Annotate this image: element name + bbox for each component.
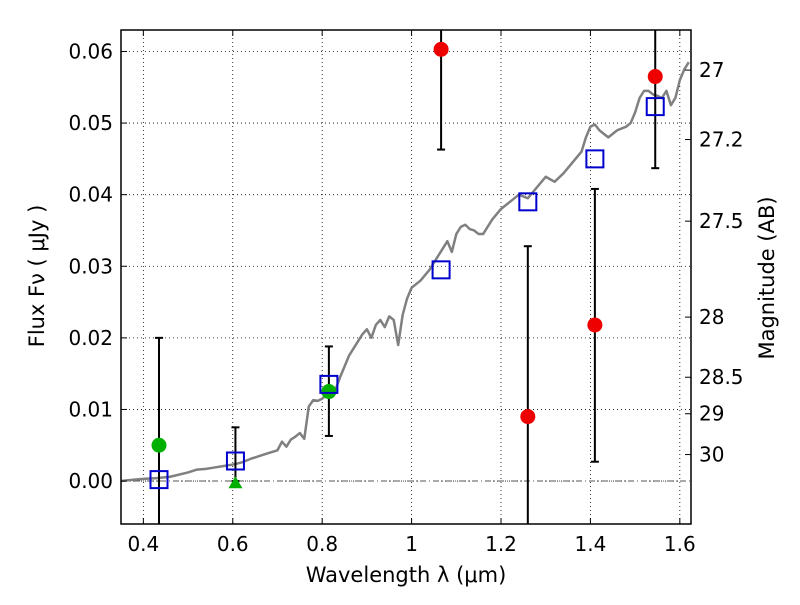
x-tick-label-1: 0.6 <box>217 532 249 556</box>
model-photometry-square-2 <box>319 374 339 394</box>
model-photometry-square-3 <box>431 260 451 280</box>
x-axis-ticks: 0.4 0.6 0.8 1 1.2 1.4 1.6 <box>127 30 696 556</box>
red-point-2 <box>587 317 603 333</box>
x-tick-label-4: 1.2 <box>485 532 517 556</box>
right-axis-title: Magnitude (AB) <box>755 196 779 359</box>
y-axis-ticks: 0.00 0.01 0.02 0.03 0.04 0.05 0.06 <box>68 39 127 493</box>
red-point-3 <box>647 69 663 85</box>
red-point-0 <box>433 41 449 57</box>
y-tick-label-0: 0.00 <box>68 469 113 493</box>
right-tick-label-1: 27.2 <box>699 128 744 152</box>
green-point-0 <box>151 437 167 453</box>
x-axis-title: Wavelength λ (μm) <box>306 563 507 587</box>
model-photometry-square-5 <box>585 149 605 169</box>
y-tick-label-3: 0.03 <box>68 254 113 278</box>
model-photometry-square-4 <box>518 192 538 212</box>
right-axis-ticks: 27 27.2 27.5 28 28.5 29 30 <box>685 58 744 467</box>
y-tick-label-4: 0.04 <box>68 183 113 207</box>
red-point-1 <box>520 409 536 425</box>
green-upper-limit-triangle-0 <box>228 476 243 489</box>
model-photometry-square-6 <box>645 97 665 117</box>
right-tick-label-4: 28.5 <box>699 365 744 389</box>
model-photometry-square-1 <box>225 451 245 471</box>
y-tick-label-2: 0.02 <box>68 326 113 350</box>
y-tick-label-5: 0.05 <box>68 111 113 135</box>
x-tick-label-2: 0.8 <box>306 532 338 556</box>
sed-model-line <box>120 61 690 483</box>
data-markers <box>149 41 665 490</box>
plot-frame <box>120 29 692 525</box>
right-tick-label-3: 28 <box>699 305 724 329</box>
x-tick-label-3: 1 <box>405 532 418 556</box>
y-axis-title: Flux Fν ( μJy ) <box>25 205 49 348</box>
x-tick-label-0: 0.4 <box>127 532 159 556</box>
green-point-1 <box>321 384 337 400</box>
y-tick-label-6: 0.06 <box>68 39 113 63</box>
right-tick-label-2: 27.5 <box>699 209 744 233</box>
x-tick-label-5: 1.4 <box>575 532 607 556</box>
right-tick-label-6: 30 <box>699 443 724 467</box>
x-tick-label-6: 1.6 <box>664 532 696 556</box>
right-tick-label-5: 29 <box>699 402 724 426</box>
errorbars <box>155 30 660 524</box>
model-photometry-square-0 <box>149 470 169 490</box>
y-tick-label-1: 0.01 <box>68 397 113 421</box>
grid-lines <box>121 30 691 524</box>
right-tick-label-0: 27 <box>699 58 724 82</box>
